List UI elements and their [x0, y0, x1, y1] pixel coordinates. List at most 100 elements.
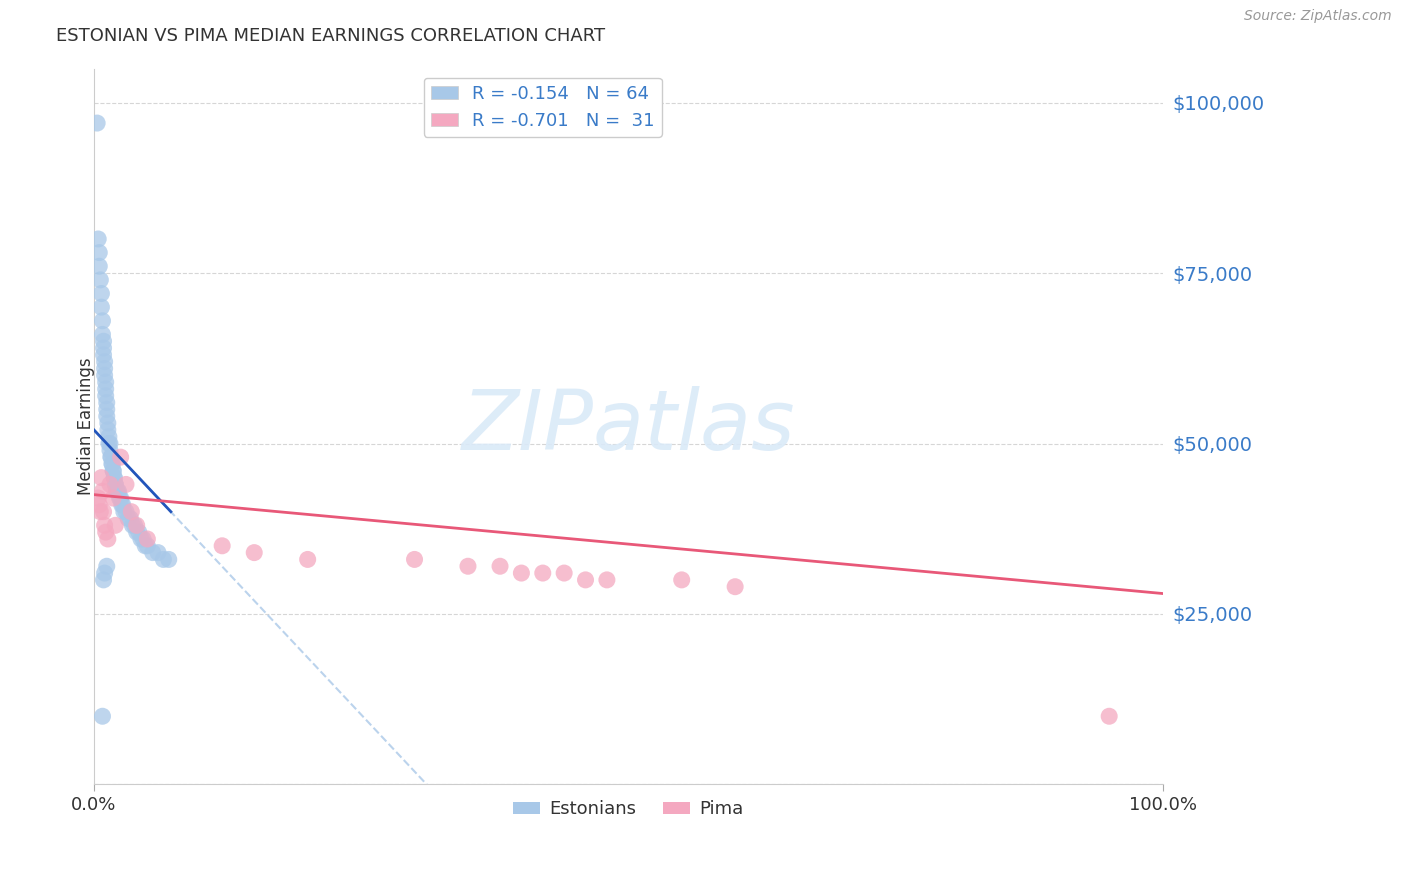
- Point: [121, 518, 143, 533]
- Point: [96, 402, 118, 417]
- Point: [104, 477, 127, 491]
- Point: [489, 559, 512, 574]
- Point: [103, 470, 125, 484]
- Point: [97, 436, 120, 450]
- Point: [100, 450, 122, 465]
- Point: [243, 546, 266, 560]
- Point: [86, 116, 108, 130]
- Point: [553, 566, 575, 580]
- Point: [596, 573, 619, 587]
- Point: [93, 341, 115, 355]
- Point: [297, 552, 319, 566]
- Point: [104, 518, 127, 533]
- Point: [457, 559, 479, 574]
- Point: [97, 532, 120, 546]
- Point: [93, 361, 115, 376]
- Point: [404, 552, 426, 566]
- Point: [531, 566, 554, 580]
- Point: [93, 368, 115, 383]
- Point: [94, 525, 117, 540]
- Point: [211, 539, 233, 553]
- Point: [146, 546, 169, 560]
- Point: [89, 259, 111, 273]
- Point: [98, 477, 121, 491]
- Point: [101, 491, 124, 505]
- Point: [103, 470, 125, 484]
- Point: [111, 498, 134, 512]
- Point: [152, 552, 174, 566]
- Point: [136, 532, 159, 546]
- Point: [101, 457, 124, 471]
- Point: [94, 375, 117, 389]
- Point: [96, 395, 118, 409]
- Point: [125, 518, 148, 533]
- Y-axis label: Median Earnings: Median Earnings: [76, 358, 94, 495]
- Point: [110, 491, 132, 505]
- Point: [91, 709, 114, 723]
- Point: [120, 505, 142, 519]
- Text: ESTONIAN VS PIMA MEDIAN EARNINGS CORRELATION CHART: ESTONIAN VS PIMA MEDIAN EARNINGS CORRELA…: [56, 27, 606, 45]
- Text: ZIPatlas: ZIPatlas: [461, 386, 794, 467]
- Point: [105, 484, 128, 499]
- Point: [93, 573, 115, 587]
- Point: [115, 505, 138, 519]
- Point: [101, 464, 124, 478]
- Point: [117, 511, 139, 525]
- Point: [90, 300, 112, 314]
- Point: [89, 505, 111, 519]
- Point: [1098, 709, 1121, 723]
- Point: [510, 566, 533, 580]
- Point: [134, 539, 156, 553]
- Point: [87, 491, 110, 505]
- Point: [111, 498, 134, 512]
- Point: [96, 409, 118, 424]
- Point: [97, 423, 120, 437]
- Point: [98, 436, 121, 450]
- Point: [93, 566, 115, 580]
- Point: [90, 470, 112, 484]
- Point: [100, 450, 122, 465]
- Point: [671, 573, 693, 587]
- Point: [157, 552, 180, 566]
- Point: [142, 546, 165, 560]
- Point: [90, 286, 112, 301]
- Point: [129, 532, 152, 546]
- Point: [94, 389, 117, 403]
- Point: [94, 382, 117, 396]
- Point: [89, 245, 111, 260]
- Point: [89, 273, 111, 287]
- Point: [101, 457, 124, 471]
- Point: [124, 518, 146, 533]
- Point: [98, 443, 121, 458]
- Point: [110, 450, 132, 465]
- Point: [91, 484, 114, 499]
- Point: [128, 525, 150, 540]
- Point: [101, 464, 124, 478]
- Point: [96, 559, 118, 574]
- Point: [108, 491, 131, 505]
- Point: [93, 354, 115, 368]
- Point: [724, 580, 747, 594]
- Point: [87, 232, 110, 246]
- Point: [125, 525, 148, 540]
- Point: [112, 505, 135, 519]
- Point: [89, 498, 111, 512]
- Point: [91, 314, 114, 328]
- Point: [97, 430, 120, 444]
- Point: [91, 327, 114, 342]
- Point: [93, 348, 115, 362]
- Point: [107, 484, 129, 499]
- Point: [93, 334, 115, 349]
- Point: [574, 573, 596, 587]
- Point: [104, 477, 127, 491]
- Point: [132, 532, 155, 546]
- Point: [107, 484, 129, 499]
- Legend: Estonians, Pima: Estonians, Pima: [506, 793, 751, 825]
- Text: Source: ZipAtlas.com: Source: ZipAtlas.com: [1244, 9, 1392, 23]
- Point: [136, 539, 159, 553]
- Point: [93, 505, 115, 519]
- Point: [93, 518, 115, 533]
- Point: [120, 511, 142, 525]
- Point: [115, 477, 138, 491]
- Point: [97, 416, 120, 430]
